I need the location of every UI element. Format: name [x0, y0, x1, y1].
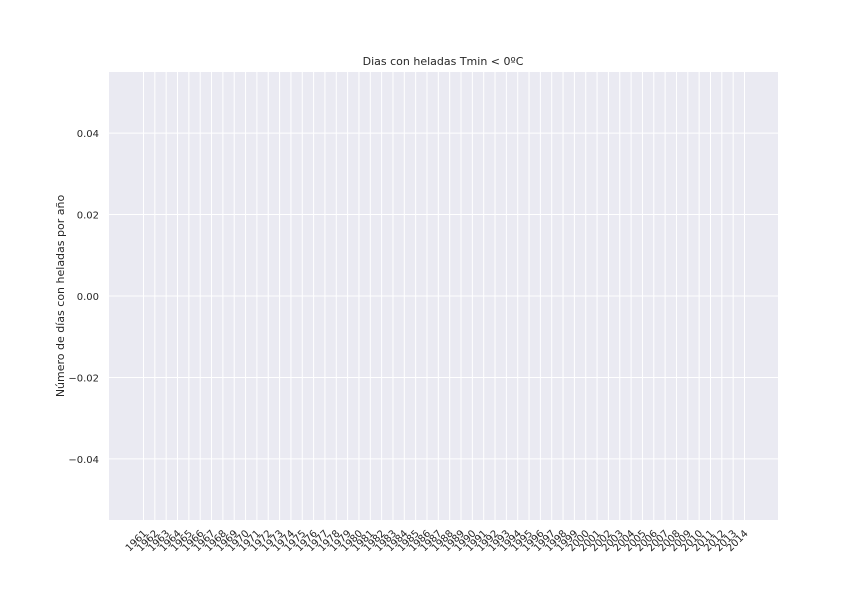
x-axis-ticks: 1961196219631964196519661967196819691970…: [124, 528, 751, 554]
y-axis-label: Número de días con heladas por año: [54, 195, 67, 398]
y-tick-label: −0.02: [68, 373, 99, 384]
grid: [109, 72, 778, 520]
y-tick-label: 0.04: [77, 129, 99, 140]
y-axis-ticks: −0.04 −0.02 0.00 0.02 0.04: [68, 129, 99, 466]
chart-title: Dias con heladas Tmin < 0ºC: [363, 55, 524, 68]
y-tick-label: 0.02: [77, 211, 99, 222]
y-tick-label: 0.00: [77, 292, 99, 303]
y-tick-label: −0.04: [68, 455, 99, 466]
